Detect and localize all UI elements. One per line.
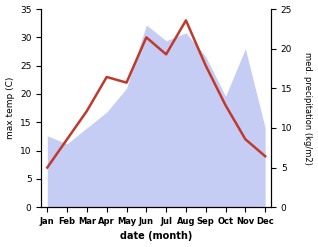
X-axis label: date (month): date (month) [120,231,192,242]
Y-axis label: max temp (C): max temp (C) [5,77,15,139]
Y-axis label: med. precipitation (kg/m2): med. precipitation (kg/m2) [303,52,313,165]
